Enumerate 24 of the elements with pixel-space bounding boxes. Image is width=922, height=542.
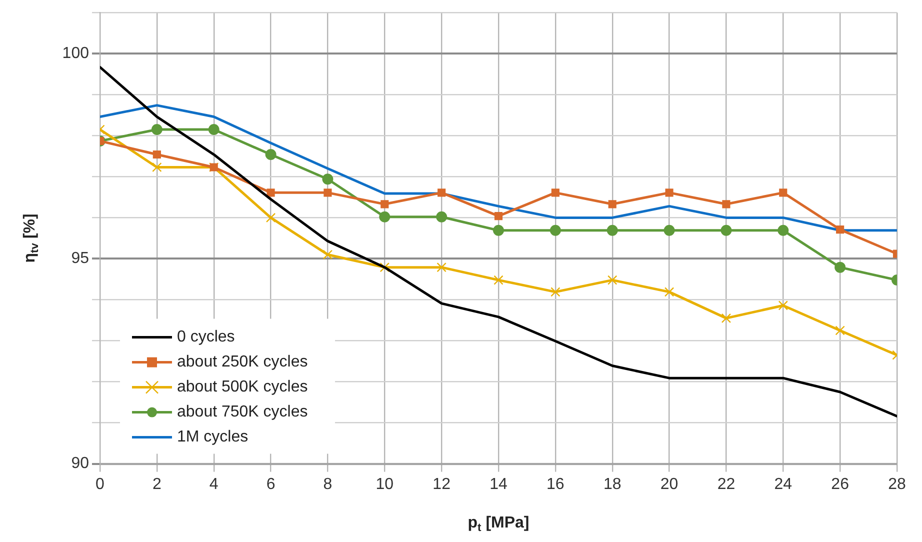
- x-tick-label: 28: [888, 476, 906, 493]
- x-tick-label: 26: [831, 476, 850, 493]
- x-tick-label: 6: [266, 476, 276, 493]
- y-tick-label: 95: [71, 250, 90, 268]
- x-tick-label: 12: [432, 476, 451, 493]
- x-tick-label: 14: [490, 476, 508, 493]
- x-tick-label: 16: [546, 476, 564, 493]
- x-tick-label: 20: [660, 476, 678, 493]
- x-tick-label: 8: [323, 476, 332, 493]
- legend-label: about 750K cycles: [177, 404, 308, 421]
- x-tick-label: 18: [603, 476, 622, 493]
- y-tick-label: 90: [71, 455, 90, 472]
- x-tick-label: 4: [209, 476, 218, 493]
- x-tick-label: 0: [96, 476, 105, 493]
- x-tick-label: 2: [152, 476, 162, 493]
- legend-label: 1M cycles: [177, 428, 248, 446]
- x-tick-label: 22: [717, 476, 736, 493]
- legend-label: about 250K cycles: [177, 354, 308, 371]
- x-tick-label: 24: [774, 476, 792, 493]
- x-tick-label: 10: [376, 476, 394, 493]
- legend-label: 0 cycles: [177, 328, 235, 346]
- y-axis-title: ηtv [%]: [21, 214, 41, 263]
- y-tick-label: 100: [62, 45, 90, 62]
- legend-label: about 500K cycles: [177, 378, 308, 396]
